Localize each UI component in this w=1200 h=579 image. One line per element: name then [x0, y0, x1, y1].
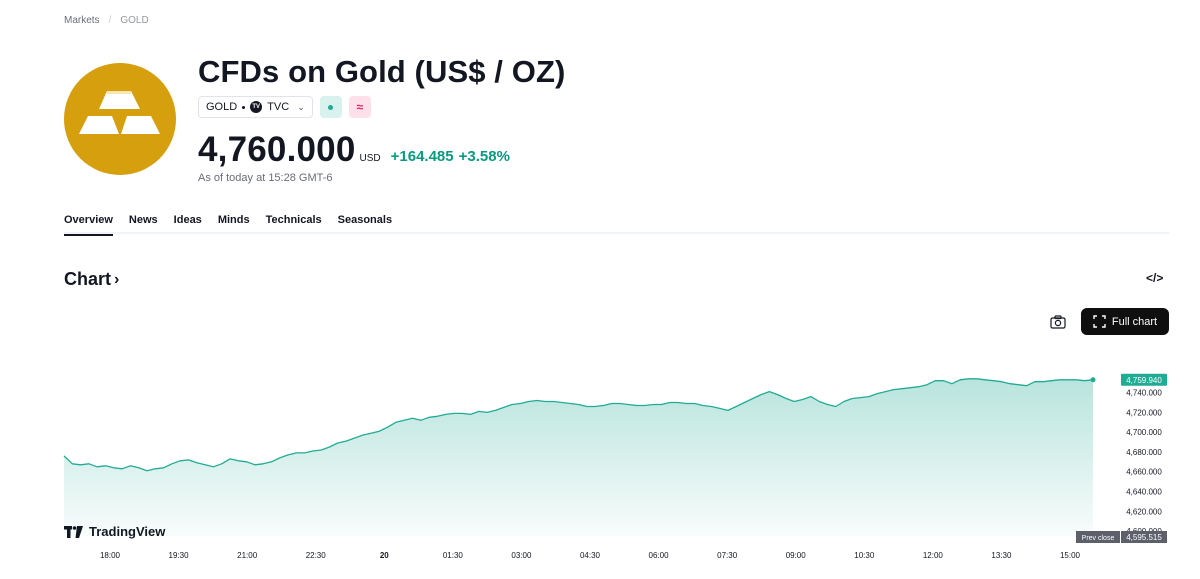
tab-ideas[interactable]: Ideas — [173, 214, 202, 226]
price-row: 4,760.000 USD +164.485 +3.58% — [198, 130, 510, 170]
tradingview-watermark: TradingView — [64, 524, 165, 539]
price-change-percent: +3.58% — [458, 148, 510, 165]
currency-label: USD — [359, 153, 381, 164]
tradingview-icon: TV — [250, 101, 263, 113]
price-area — [64, 378, 1093, 536]
page-title: CFDs on Gold (US$ / OZ) — [198, 54, 566, 89]
x-tick-label: 20 — [380, 551, 389, 560]
x-tick-label: 03:00 — [511, 551, 532, 560]
chevron-down-icon: ⌄ — [297, 101, 305, 112]
prev-close-value: 4,595.515 — [1126, 533, 1162, 542]
separator-dot — [242, 105, 246, 109]
symbol-label: GOLD — [206, 101, 238, 113]
x-axis: 18:00 19:30 21:00 22:30 20 01:30 03:00 04:30 06:… — [100, 551, 1081, 560]
last-price-dot — [1090, 377, 1096, 383]
breadcrumb: Markets / GOLD — [64, 15, 149, 26]
section-tabs: Overview News Ideas Minds Technicals Sea… — [64, 212, 1169, 236]
x-tick-label: 04:30 — [580, 551, 601, 560]
last-price-value: 4,759.940 — [1126, 376, 1162, 385]
chart-section-link[interactable]: Chart › — [64, 269, 119, 290]
derived-data-badge[interactable]: ≈ — [348, 96, 371, 118]
price-change: +164.485 — [390, 148, 454, 165]
watermark-text: TradingView — [89, 524, 166, 539]
exchange-label: TVC — [267, 101, 290, 113]
as-of-timestamp: As of today at 15:28 GMT-6 — [198, 172, 333, 184]
x-tick-label: 07:30 — [717, 551, 738, 560]
tab-technicals[interactable]: Technicals — [265, 214, 322, 226]
prev-close-caption: Prev close — [1082, 535, 1115, 542]
tab-seasonals[interactable]: Seasonals — [337, 214, 393, 226]
chevron-right-icon: › — [114, 270, 120, 288]
x-tick-label: 12:00 — [923, 551, 944, 560]
last-price-label: 4,759.940 — [1121, 373, 1167, 386]
tab-news[interactable]: News — [128, 214, 158, 226]
x-tick-label: 01:30 — [443, 551, 464, 560]
x-tick-label: 10:30 — [854, 551, 875, 560]
y-axis: 4,740.000 4,720.000 4,700.000 4,680.000 4,66… — [1126, 389, 1162, 536]
x-tick-label: 18:00 — [100, 551, 121, 560]
y-tick-label: 4,660.000 — [1126, 468, 1162, 477]
y-tick-label: 4,680.000 — [1126, 448, 1162, 457]
exchange-selector[interactable]: GOLD TV TVC ⌄ — [198, 96, 313, 118]
market-status-badge[interactable] — [319, 96, 342, 118]
chart-section-title: Chart — [64, 269, 112, 289]
camera-icon — [1050, 315, 1066, 329]
x-tick-label: 21:00 — [237, 551, 258, 560]
breadcrumb-current: GOLD — [120, 15, 149, 26]
gold-bars-logo — [64, 63, 176, 175]
y-tick-label: 4,700.000 — [1126, 428, 1162, 437]
x-tick-label: 22:30 — [306, 551, 327, 560]
embed-code-icon[interactable]: </> — [1146, 271, 1164, 285]
tradingview-logo-icon — [64, 525, 83, 538]
tab-overview[interactable]: Overview — [64, 212, 113, 236]
y-tick-label: 4,640.000 — [1126, 488, 1162, 497]
tab-minds[interactable]: Minds — [217, 214, 250, 226]
x-tick-label: 06:00 — [649, 551, 670, 560]
symbol-tags: GOLD TV TVC ⌄ ≈ — [198, 96, 371, 118]
breadcrumb-separator: / — [108, 15, 112, 26]
breadcrumb-markets-link[interactable]: Markets — [64, 15, 100, 26]
snapshot-button[interactable] — [1041, 309, 1075, 335]
last-price: 4,760.000 — [198, 130, 356, 169]
prev-close-label: Prev close 4,595.515 — [1076, 531, 1167, 543]
price-chart[interactable]: 4,740.000 4,720.000 4,700.000 4,680.000 4,66… — [0, 340, 1200, 579]
y-tick-label: 4,740.000 — [1126, 389, 1162, 398]
full-chart-button[interactable]: Full chart — [1081, 308, 1169, 335]
y-tick-label: 4,620.000 — [1126, 507, 1162, 516]
x-tick-label: 13:30 — [991, 551, 1012, 560]
market-open-dot-icon — [328, 104, 334, 110]
gold-bars-icon — [79, 91, 160, 134]
y-tick-label: 4,720.000 — [1126, 408, 1162, 417]
fullscreen-icon — [1093, 315, 1106, 328]
x-tick-label: 15:00 — [1060, 551, 1081, 560]
full-chart-label: Full chart — [1111, 315, 1158, 328]
x-tick-label: 09:00 — [786, 551, 807, 560]
x-tick-label: 19:30 — [169, 551, 190, 560]
price-line — [63, 378, 1094, 472]
